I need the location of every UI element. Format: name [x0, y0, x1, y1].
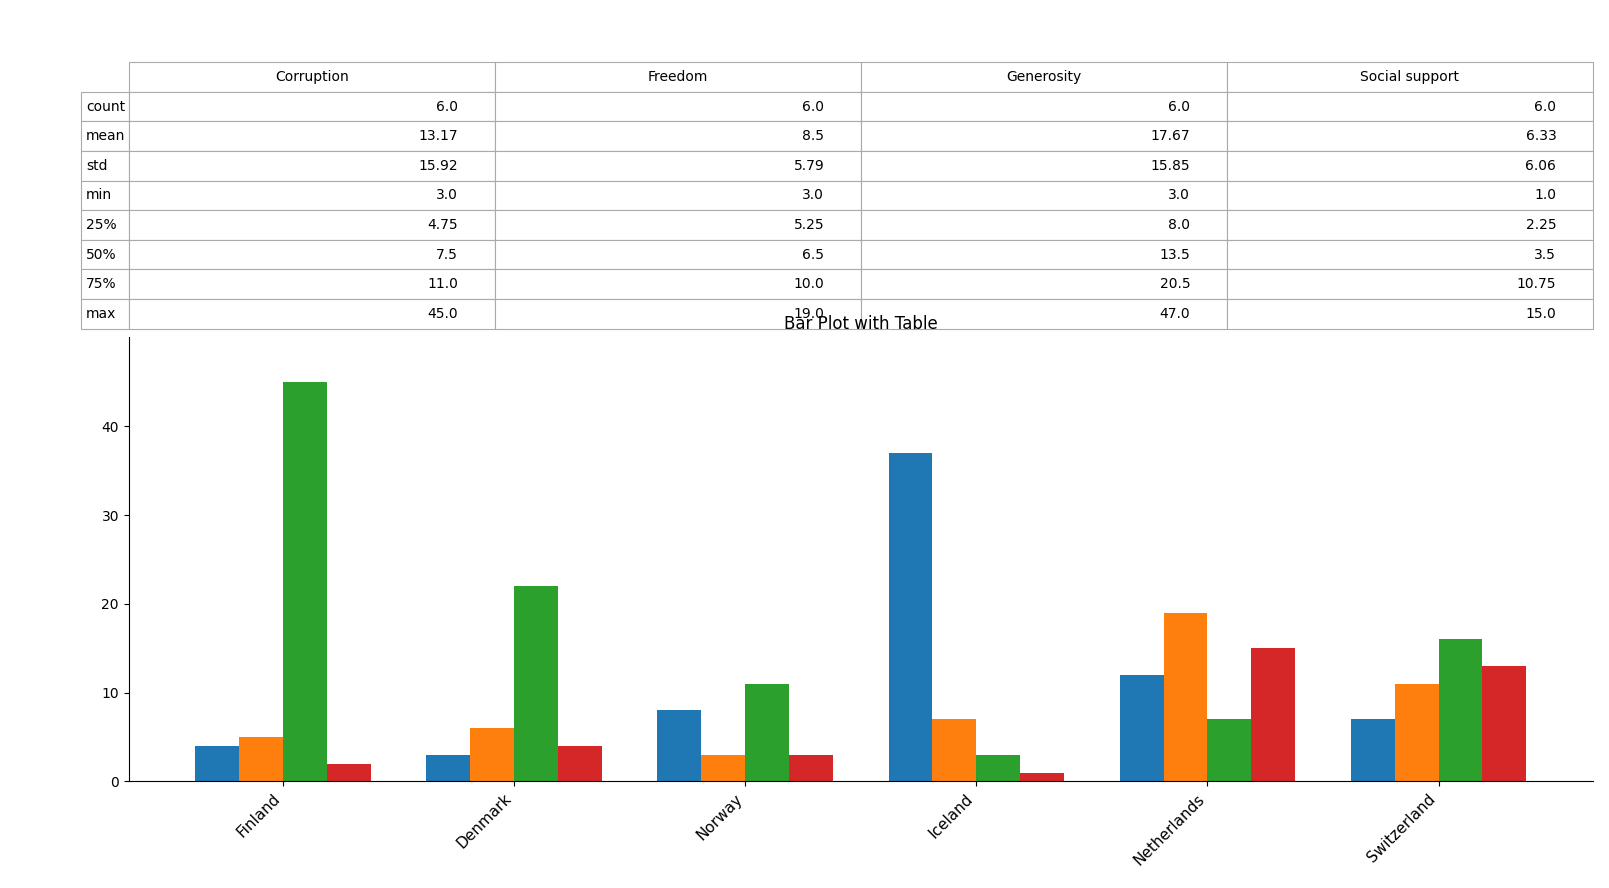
Bar — [788, 755, 833, 781]
Bar — [283, 382, 327, 781]
Bar — [470, 728, 515, 781]
Bar — [195, 746, 240, 781]
Title: Bar Plot with Table: Bar Plot with Table — [784, 315, 938, 333]
Bar — [977, 755, 1020, 781]
Bar — [1163, 613, 1207, 781]
Bar — [745, 684, 788, 781]
Bar — [933, 719, 977, 781]
Bar — [658, 710, 702, 781]
Bar — [426, 755, 470, 781]
Bar — [515, 586, 558, 781]
Bar — [1482, 666, 1527, 781]
Bar — [1252, 648, 1295, 781]
Bar — [702, 755, 745, 781]
Bar — [327, 764, 372, 781]
Bar — [1350, 719, 1395, 781]
Bar — [1207, 719, 1252, 781]
Bar — [558, 746, 602, 781]
Bar — [888, 453, 933, 781]
Bar — [1020, 773, 1064, 781]
Bar — [1395, 684, 1438, 781]
Bar — [1120, 675, 1163, 781]
Bar — [240, 737, 283, 781]
Bar — [1438, 639, 1482, 781]
